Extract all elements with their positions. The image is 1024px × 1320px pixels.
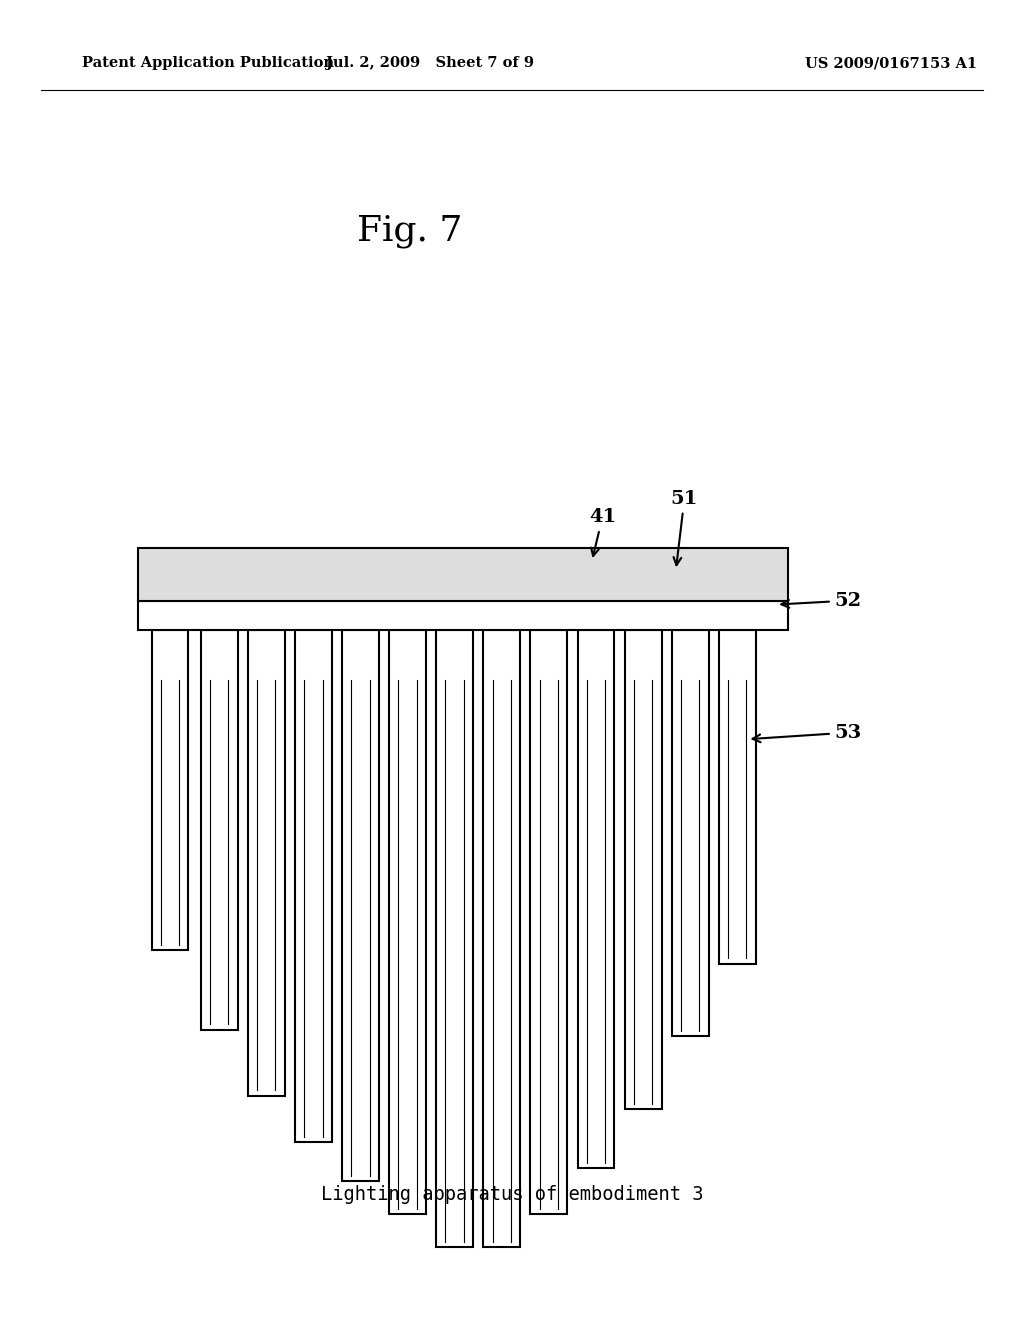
Bar (436, 630, 473, 1247)
Bar (719, 630, 756, 964)
Bar (295, 630, 332, 1142)
Text: 53: 53 (753, 723, 862, 742)
Bar (138, 548, 788, 601)
Bar (248, 630, 285, 1096)
Bar (625, 630, 662, 1109)
Bar (138, 601, 788, 630)
Text: Patent Application Publication: Patent Application Publication (82, 57, 334, 70)
Bar (201, 630, 238, 1030)
Text: Fig. 7: Fig. 7 (357, 214, 462, 248)
Text: Lighting apparatus of embodiment 3: Lighting apparatus of embodiment 3 (321, 1185, 703, 1204)
Bar (578, 630, 614, 1168)
Bar (530, 630, 567, 1214)
Bar (389, 630, 426, 1214)
Bar (342, 630, 379, 1181)
Bar (672, 630, 709, 1036)
Bar (483, 630, 520, 1247)
Text: 41: 41 (589, 508, 616, 556)
Text: 51: 51 (671, 490, 698, 565)
Text: US 2009/0167153 A1: US 2009/0167153 A1 (805, 57, 977, 70)
Bar (152, 630, 188, 950)
Text: 52: 52 (781, 591, 861, 610)
Text: Jul. 2, 2009   Sheet 7 of 9: Jul. 2, 2009 Sheet 7 of 9 (326, 57, 535, 70)
